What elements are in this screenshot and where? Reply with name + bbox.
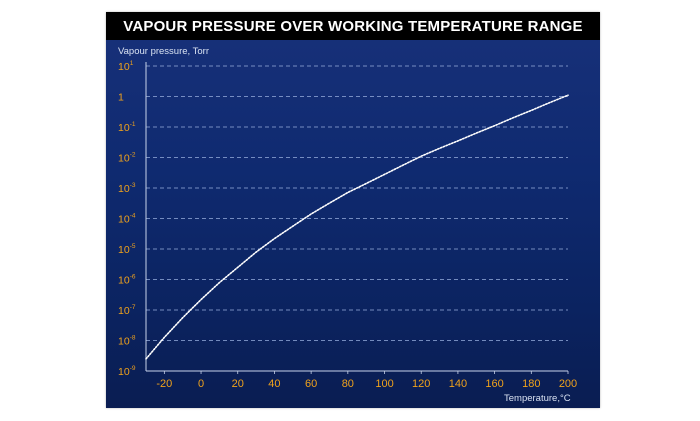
y-tick-label: 10-5 [118, 243, 136, 256]
y-axis-label: Vapour pressure, Torr [118, 46, 209, 57]
title-bar: VAPOUR PRESSURE OVER WORKING TEMPERATURE… [106, 12, 600, 40]
x-tick-label: 40 [268, 378, 280, 390]
x-tick-label: 0 [198, 378, 204, 390]
x-tick-label: 100 [375, 378, 393, 390]
x-tick-label: 160 [485, 378, 503, 390]
x-tick-label: 60 [305, 378, 317, 390]
x-tick-labels: -20 0 20 40 60 80 100 120 140 160 180 200 [156, 371, 577, 390]
y-tick-label: 10-3 [118, 182, 136, 195]
y-tick-label: 10-9 [118, 365, 136, 378]
x-tick-label: 140 [449, 378, 467, 390]
x-tick-label: 80 [342, 378, 354, 390]
y-tick-label: 10-8 [118, 335, 136, 348]
y-tick-label: 101 [118, 60, 134, 73]
vapour-pressure-curve [145, 94, 569, 360]
x-tick-label: 20 [232, 378, 244, 390]
y-tick-label: 10-7 [118, 304, 136, 317]
x-tick-label: 200 [559, 378, 577, 390]
y-tick-label: 10-2 [118, 152, 136, 165]
axis-layer [145, 62, 568, 372]
y-tick-labels: 101 1 10-1 10-2 10-3 10-4 10-5 10-6 10-7 10-8 10-9 [118, 60, 136, 378]
chart-panel: VAPOUR PRESSURE OVER WORKING TEMPERATURE… [106, 12, 600, 408]
series-layer [145, 94, 569, 360]
chart-svg: 101 1 10-1 10-2 10-3 10-4 10-5 10-6 10-7 10-8 10-9… [118, 46, 577, 404]
x-tick-label: -20 [156, 378, 172, 390]
chart-title: VAPOUR PRESSURE OVER WORKING TEMPERATURE… [123, 17, 583, 35]
y-tick-label: 10-4 [118, 213, 136, 226]
y-tick-label: 10-6 [118, 274, 136, 287]
y-tick-label: 1 [118, 92, 124, 104]
grid-layer [146, 65, 568, 341]
y-tick-label: 10-1 [118, 121, 136, 134]
x-axis-label: Temperature,°C [504, 393, 571, 404]
x-tick-label: 180 [522, 378, 540, 390]
x-tick-label: 120 [412, 378, 430, 390]
